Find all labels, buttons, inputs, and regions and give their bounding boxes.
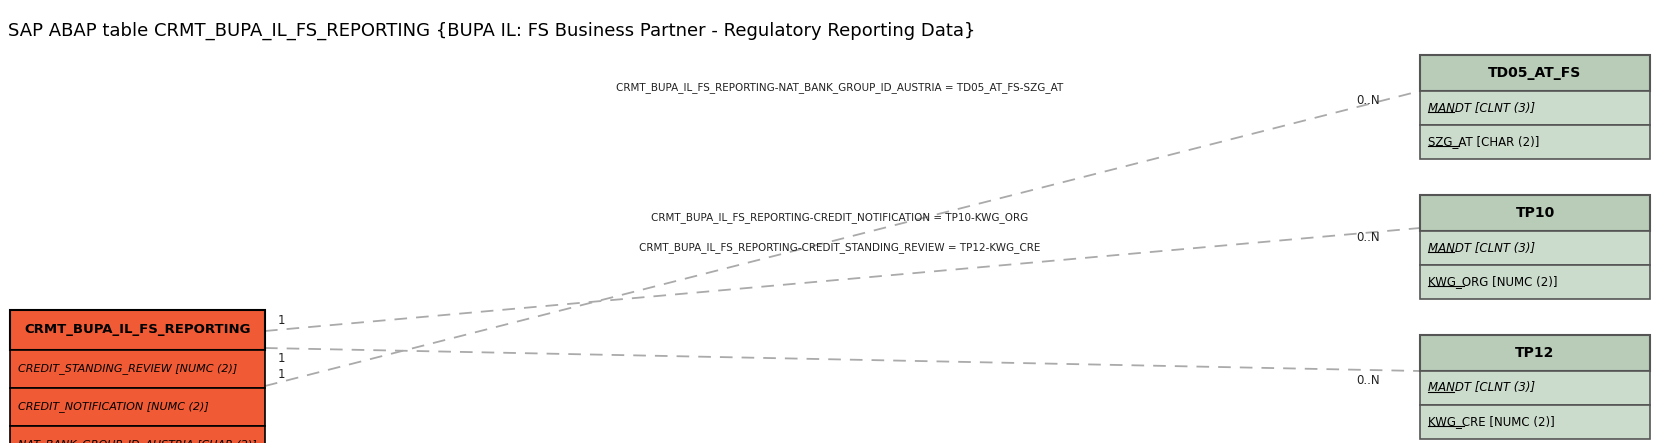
Bar [1420, 91, 1651, 125]
Text: KWG_ORG [NUMC (2)]: KWG_ORG [NUMC (2)] [1428, 276, 1558, 288]
Text: KWG_CRE [NUMC (2)]: KWG_CRE [NUMC (2)] [1428, 416, 1554, 428]
Text: SAP ABAP table CRMT_BUPA_IL_FS_REPORTING {BUPA IL: FS Business Partner - Regulat: SAP ABAP table CRMT_BUPA_IL_FS_REPORTING… [8, 22, 975, 40]
Text: 0..N: 0..N [1357, 93, 1380, 106]
Text: 0..N: 0..N [1357, 230, 1380, 244]
Bar [10, 426, 265, 443]
Bar [10, 388, 265, 426]
Bar [1420, 265, 1651, 299]
Text: CRMT_BUPA_IL_FS_REPORTING-CREDIT_STANDING_REVIEW = TP12-KWG_CRE: CRMT_BUPA_IL_FS_REPORTING-CREDIT_STANDIN… [639, 243, 1040, 253]
Text: CRMT_BUPA_IL_FS_REPORTING: CRMT_BUPA_IL_FS_REPORTING [25, 323, 251, 337]
Text: CRMT_BUPA_IL_FS_REPORTING-NAT_BANK_GROUP_ID_AUSTRIA = TD05_AT_FS-SZG_AT: CRMT_BUPA_IL_FS_REPORTING-NAT_BANK_GROUP… [617, 82, 1063, 93]
Text: CREDIT_NOTIFICATION [NUMC (2)]: CREDIT_NOTIFICATION [NUMC (2)] [18, 401, 209, 412]
Bar [1420, 231, 1651, 265]
Text: MANDT [CLNT (3)]: MANDT [CLNT (3)] [1428, 101, 1535, 114]
Bar [1420, 335, 1651, 371]
Bar [10, 350, 265, 388]
Bar [1420, 405, 1651, 439]
Text: 1: 1 [279, 369, 285, 381]
Text: TD05_AT_FS: TD05_AT_FS [1488, 66, 1581, 80]
Bar [10, 310, 265, 350]
Text: 0..N: 0..N [1357, 373, 1380, 386]
Text: TP12: TP12 [1515, 346, 1554, 360]
Text: CREDIT_STANDING_REVIEW [NUMC (2)]: CREDIT_STANDING_REVIEW [NUMC (2)] [18, 364, 237, 374]
Text: 1: 1 [279, 351, 285, 365]
Bar [1420, 55, 1651, 91]
Text: NAT_BANK_GROUP_ID_AUSTRIA [CHAR (2)]: NAT_BANK_GROUP_ID_AUSTRIA [CHAR (2)] [18, 439, 257, 443]
Bar [1420, 371, 1651, 405]
Text: 1: 1 [279, 314, 285, 326]
Bar [1420, 125, 1651, 159]
Text: SZG_AT [CHAR (2)]: SZG_AT [CHAR (2)] [1428, 136, 1540, 148]
Text: CRMT_BUPA_IL_FS_REPORTING-CREDIT_NOTIFICATION = TP10-KWG_ORG: CRMT_BUPA_IL_FS_REPORTING-CREDIT_NOTIFIC… [652, 213, 1029, 223]
Bar [1420, 195, 1651, 231]
Text: MANDT [CLNT (3)]: MANDT [CLNT (3)] [1428, 381, 1535, 395]
Text: MANDT [CLNT (3)]: MANDT [CLNT (3)] [1428, 241, 1535, 254]
Text: TP10: TP10 [1515, 206, 1554, 220]
